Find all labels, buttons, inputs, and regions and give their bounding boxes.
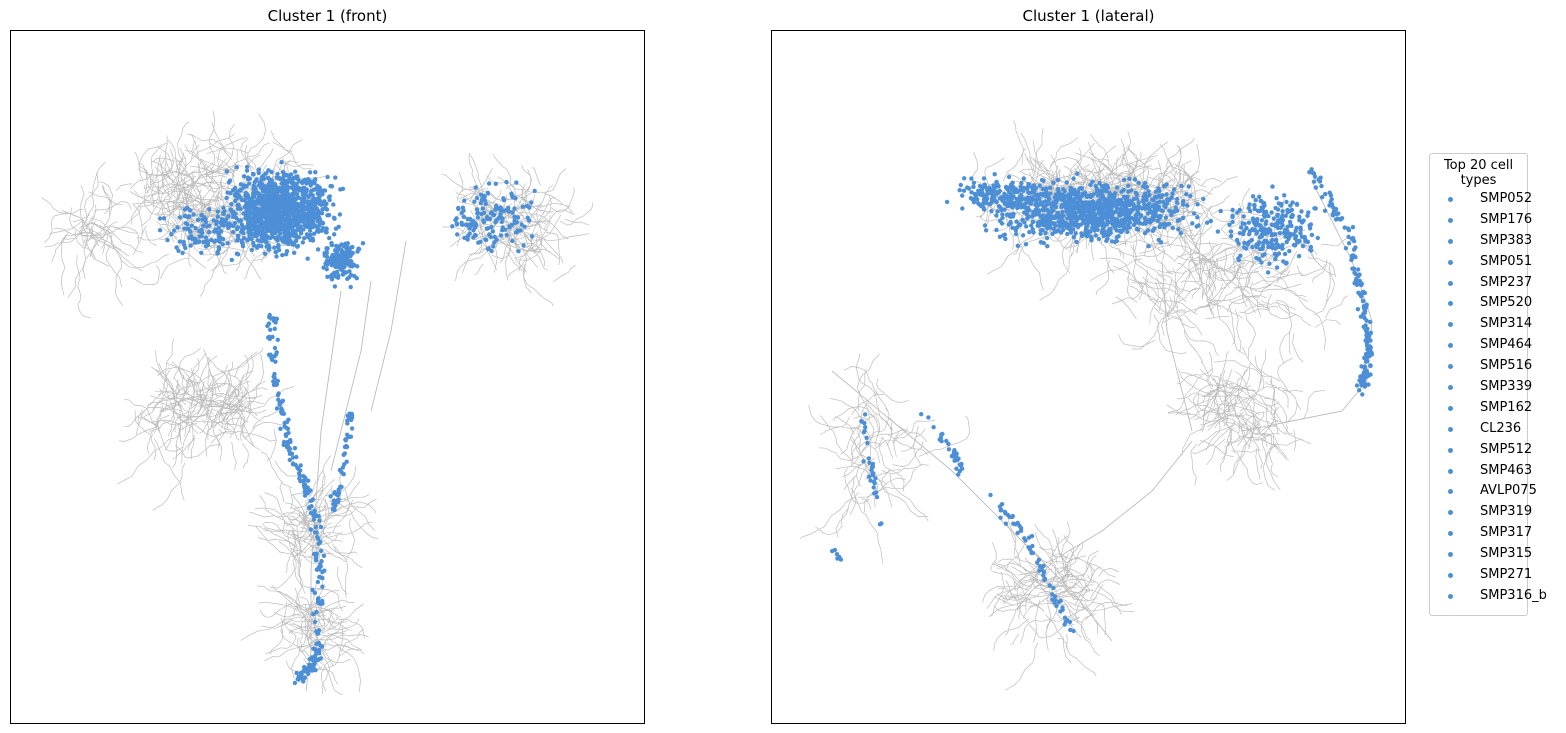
legend-label: CL236: [1480, 420, 1522, 436]
legend-marker-icon: [1448, 426, 1453, 432]
legend-label: SMP316_b: [1480, 587, 1547, 603]
legend-marker-icon: [1448, 489, 1453, 495]
synapse-points: [215, 159, 346, 261]
legend-marker-icon: [1448, 238, 1453, 244]
front-neuron-drawing: [41, 110, 593, 696]
legend-item: SMP237: [1430, 275, 1532, 296]
legend-item: SMP319: [1430, 504, 1532, 525]
legend-item: SMP317: [1430, 525, 1532, 546]
lateral-panel-title: Cluster 1 (lateral): [1022, 7, 1155, 25]
legend-label: AVLP075: [1480, 483, 1537, 499]
legend-item: SMP314: [1430, 316, 1532, 337]
legend-item: SMP520: [1430, 295, 1532, 316]
legend-item: SMP176: [1430, 212, 1532, 233]
synapse-points: [859, 412, 884, 527]
cell-type-legend: Top 20 cell types SMP052 SMP176 SMP383 SMP0…: [1429, 153, 1547, 616]
legend-label: SMP383: [1480, 232, 1533, 248]
legend-marker-icon: [1448, 468, 1453, 474]
legend-item: AVLP075: [1430, 483, 1537, 504]
neurite-branches: [41, 161, 144, 319]
legend-item: SMP383: [1430, 233, 1532, 254]
legend-marker-icon: [1448, 552, 1453, 558]
legend-marker-icon: [1448, 510, 1453, 516]
legend-marker-icon: [1448, 343, 1453, 349]
legend-label: SMP162: [1480, 399, 1533, 415]
legend-marker-icon: [1448, 259, 1453, 265]
neurite-branches: [800, 353, 971, 564]
neurite-branches: [1166, 323, 1326, 491]
legend-label: SMP052: [1480, 191, 1533, 206]
neurite-branches: [117, 338, 295, 511]
legend-item: SMP464: [1430, 337, 1532, 358]
legend-marker-icon: [1448, 197, 1453, 202]
neurite-trunk: [1051, 440, 1193, 562]
synapse-points: [328, 411, 355, 513]
neurite-branches: [247, 451, 378, 599]
legend-label: SMP317: [1480, 525, 1533, 541]
front-view-plot: [10, 30, 645, 724]
legend-label: SMP315: [1480, 546, 1533, 562]
legend-marker-icon: [1448, 217, 1453, 223]
legend-marker-icon: [1448, 593, 1453, 599]
legend-label: SMP339: [1480, 379, 1533, 395]
lateral-view-plot: [771, 30, 1406, 724]
legend-item: SMP052: [1430, 191, 1532, 212]
synapse-points: [265, 312, 327, 686]
synapse-points: [1307, 167, 1374, 397]
legend-item: SMP516: [1430, 358, 1532, 379]
legend-label: SMP516: [1480, 358, 1533, 374]
legend-label: SMP051: [1480, 253, 1533, 269]
legend-item: SMP315: [1430, 546, 1532, 567]
legend-item: CL236: [1430, 421, 1527, 442]
synapse-points: [321, 235, 366, 290]
legend-marker-icon: [1448, 364, 1453, 370]
legend-item: SMP271: [1430, 567, 1532, 588]
synapse-points: [450, 179, 537, 254]
legend-marker-icon: [1448, 531, 1453, 537]
legend-item: SMP339: [1430, 379, 1532, 400]
legend-label: SMP520: [1480, 295, 1533, 311]
legend-marker-icon: [1448, 280, 1453, 286]
lateral-neuron-drawing: [800, 120, 1374, 691]
legend-label: SMP319: [1480, 504, 1533, 520]
neurite-trunk: [305, 290, 342, 692]
legend-marker-icon: [1448, 385, 1453, 391]
legend-label: SMP314: [1480, 316, 1533, 332]
legend-label: SMP176: [1480, 211, 1533, 227]
synapse-points: [157, 195, 258, 263]
legend-title: Top 20 cell types: [1443, 158, 1514, 188]
legend-label: SMP512: [1480, 441, 1533, 457]
neurite-trunk: [330, 280, 372, 472]
legend-marker-icon: [1448, 322, 1453, 328]
legend-label: SMP463: [1480, 462, 1533, 478]
synapse-points: [944, 172, 1053, 217]
legend-item: SMP512: [1430, 442, 1532, 463]
legend-label: SMP237: [1480, 274, 1533, 290]
legend-marker-icon: [1448, 447, 1453, 453]
legend-label: SMP464: [1480, 337, 1533, 353]
neurite-trunk: [1161, 260, 1193, 432]
legend-label: SMP271: [1480, 567, 1533, 583]
synapse-points: [975, 171, 1223, 249]
legend-item: SMP162: [1430, 400, 1532, 421]
legend-marker-icon: [1448, 405, 1453, 411]
legend-item: SMP051: [1430, 254, 1532, 275]
synapse-points: [919, 412, 965, 477]
front-panel-title: Cluster 1 (front): [267, 7, 388, 25]
neurite-branches: [240, 545, 369, 696]
legend-marker-icon: [1448, 573, 1453, 579]
synapse-points: [830, 547, 844, 562]
legend-item: SMP316_b: [1430, 588, 1547, 609]
synapse-points: [1215, 184, 1328, 275]
neurite-trunk: [831, 370, 1113, 642]
legend-marker-icon: [1448, 301, 1453, 307]
synapse-points: [988, 492, 1076, 634]
neurite-trunk: [370, 240, 407, 412]
legend-item: SMP463: [1430, 463, 1532, 484]
